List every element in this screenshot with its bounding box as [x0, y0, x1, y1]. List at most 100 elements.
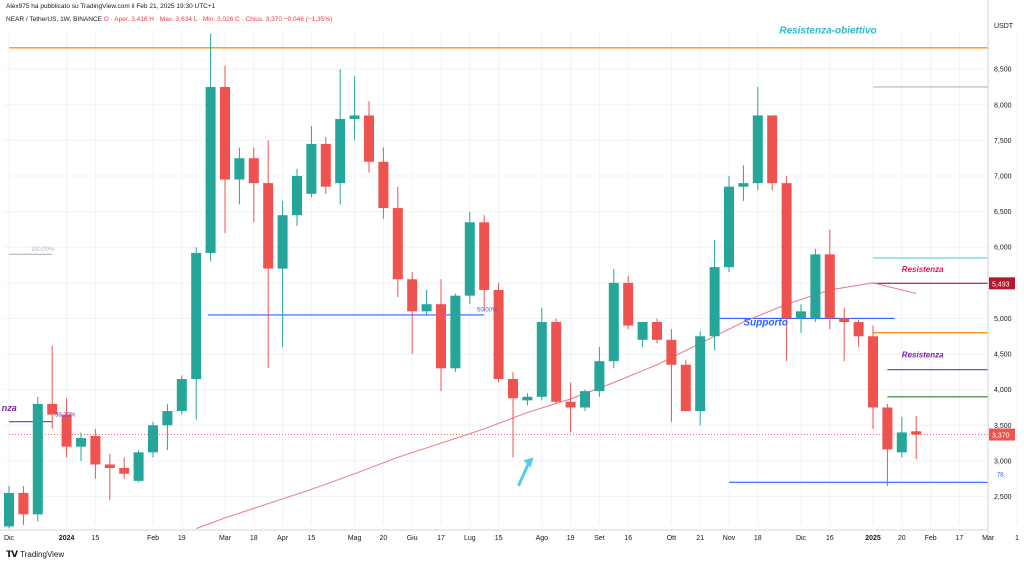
candle-body [436, 304, 446, 369]
price-tick-label: 3,500 [994, 423, 1012, 430]
price-tick-label: 2,500 [994, 494, 1012, 501]
candle [119, 457, 130, 479]
candle [4, 485, 14, 529]
arrow-head [523, 457, 534, 468]
candle-body [911, 431, 922, 435]
candle-body [652, 322, 662, 340]
candle [392, 186, 403, 298]
arrow-shaft [517, 462, 530, 487]
tradingview-brand[interactable]: 𝗧𝗩 TradingView [6, 549, 64, 560]
candle-body [335, 119, 346, 184]
time-tick-label: Set [594, 535, 605, 542]
candle [594, 346, 605, 397]
candle [479, 215, 490, 312]
candle-body [205, 86, 216, 253]
symbol-label[interactable]: NEAR / TetherUS, 1W, BINANCE [6, 16, 102, 23]
time-tick-label: Nov [723, 535, 736, 542]
candle [234, 147, 245, 205]
candle-body [119, 468, 130, 474]
candle-body [133, 452, 144, 481]
price-tick-label: 6,500 [994, 209, 1012, 216]
price-tag-bg [989, 277, 1015, 290]
price-tick-label: 8,000 [994, 102, 1012, 109]
candle [565, 382, 576, 433]
ohlc-readout: O · Aper. 3,416 H · Max. 3,634 L · Min. … [103, 16, 333, 23]
candle-body [781, 183, 792, 319]
candle [580, 389, 590, 412]
symbol-info-line: NEAR / TetherUS, 1W, BINANCE O · Aper. 3… [6, 16, 332, 23]
candle [364, 101, 374, 173]
candle [709, 240, 720, 351]
time-tick-label: Ago [536, 535, 549, 542]
price-axis[interactable]: 2,5003,0003,5004,0004,5005,0005,5006,000… [987, 0, 1015, 540]
candle [724, 176, 734, 273]
annotation-label: Supporto [743, 318, 787, 329]
candle-body [292, 176, 302, 216]
candle [407, 272, 418, 355]
candle-body [680, 364, 691, 412]
time-tick-label: 16 [826, 535, 834, 542]
candle-body [608, 282, 619, 362]
candle [61, 398, 72, 458]
time-tick-label: 15 [92, 535, 100, 542]
candle [608, 268, 619, 369]
candle [493, 282, 504, 383]
candle-body [464, 222, 475, 296]
candle [522, 393, 533, 406]
price-tick-label: 4,500 [994, 352, 1012, 359]
moving-average [196, 282, 917, 530]
candle [868, 325, 878, 429]
candle-body [61, 414, 72, 447]
candle [767, 115, 778, 191]
candle-body [709, 267, 720, 337]
candle [220, 65, 230, 233]
candle-body [32, 403, 43, 515]
time-tick-label: 1 [1015, 535, 1019, 542]
price-tick-label: 7,500 [994, 138, 1012, 145]
candle-body [277, 215, 288, 269]
candle [148, 421, 158, 458]
candle [551, 318, 562, 404]
time-tick-label: 21 [696, 535, 704, 542]
candle-body [47, 403, 58, 415]
candle-body [248, 158, 259, 184]
candle-body [896, 432, 907, 453]
annotation-label: Resistenza [902, 265, 944, 274]
time-tick-label: Dic [796, 535, 807, 542]
candle [536, 307, 547, 401]
candle-body [623, 282, 634, 326]
candle-body [810, 254, 821, 319]
time-tick-label: 20 [898, 535, 906, 542]
candle-body [90, 435, 101, 465]
time-tick-label: 18 [250, 535, 258, 542]
time-axis[interactable]: Dic 2024 15 Feb 19 Mar 18 Apr 15 Mag 20 Giu 17 Lug 15 A… [0, 529, 1019, 542]
time-tick-label: Lug [464, 535, 476, 542]
fib-label: 78, [997, 473, 1006, 479]
candle [90, 428, 101, 479]
brand-label: TradingView [20, 550, 65, 559]
candle [464, 211, 475, 305]
grid [4, 30, 1018, 525]
candle [191, 247, 202, 420]
candle-body [220, 86, 230, 180]
price-tick-label: 5,000 [994, 316, 1012, 323]
candle [450, 293, 461, 372]
candle-body [796, 311, 806, 319]
candle [752, 86, 763, 191]
price-tick-label: 3,000 [994, 458, 1012, 465]
candle-body [637, 322, 648, 340]
candle [277, 200, 288, 347]
ma-line [196, 282, 917, 530]
time-tick-label: 19 [178, 535, 186, 542]
candles [4, 33, 922, 529]
time-tick-label: 19 [567, 535, 575, 542]
time-tick-label: 16 [624, 535, 632, 542]
time-tick-label: 15 [495, 535, 503, 542]
currency-label: USDT [994, 23, 1014, 30]
time-tick-label: 20 [380, 535, 388, 542]
candle [421, 289, 432, 315]
time-tick-label: Mar [219, 535, 232, 542]
candle [349, 76, 360, 141]
candle [47, 345, 58, 429]
